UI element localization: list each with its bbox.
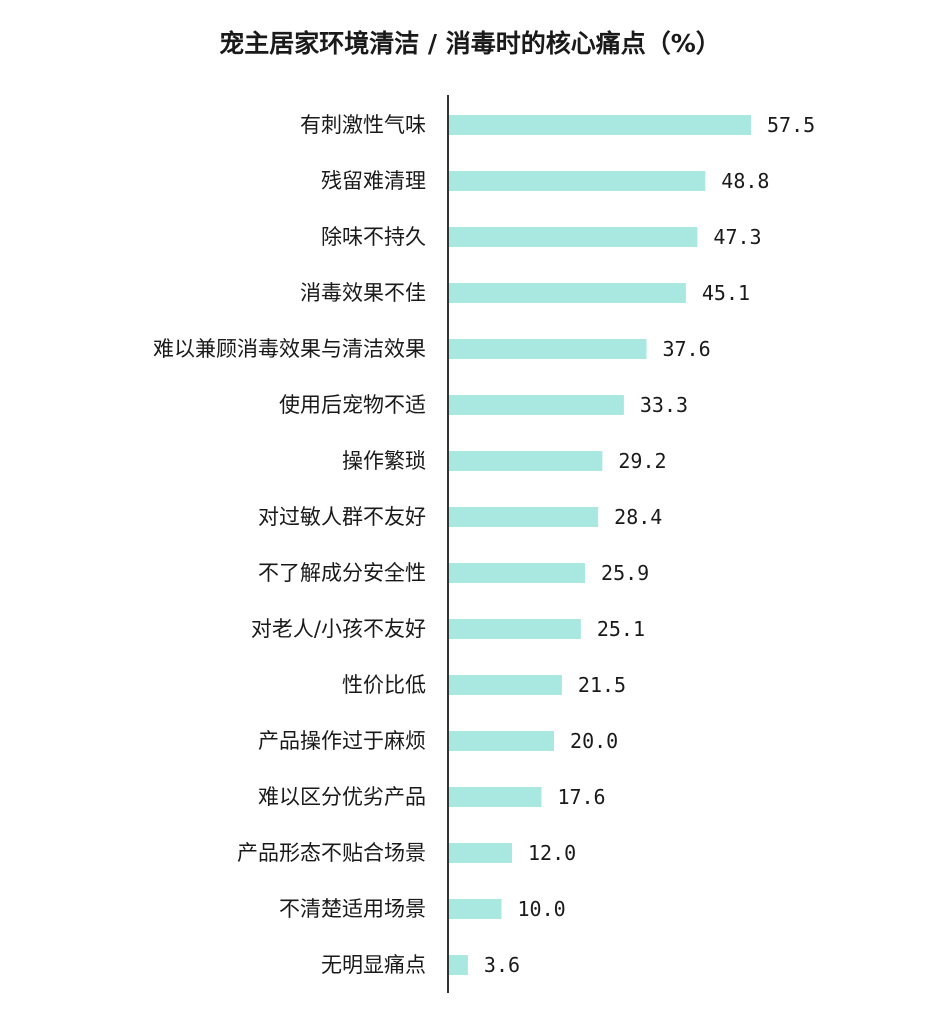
value-label: 28.4 bbox=[614, 505, 662, 529]
category-label: 产品形态不贴合场景 bbox=[237, 841, 426, 865]
bar bbox=[449, 339, 647, 359]
value-label: 37.6 bbox=[662, 337, 710, 361]
category-label: 除味不持久 bbox=[321, 225, 426, 249]
category-label: 使用后宠物不适 bbox=[279, 393, 426, 417]
bar bbox=[449, 619, 581, 639]
chart-title: 宠主居家环境清洁 / 消毒时的核心痛点（%） bbox=[219, 29, 721, 58]
bar bbox=[449, 731, 555, 751]
category-label: 不清楚适用场景 bbox=[279, 897, 426, 921]
value-label: 21.5 bbox=[578, 673, 626, 697]
bar bbox=[449, 507, 599, 527]
bar bbox=[449, 675, 562, 695]
bar bbox=[449, 115, 751, 135]
bar bbox=[449, 843, 513, 863]
category-label: 产品操作过于麻烦 bbox=[258, 729, 426, 753]
category-label: 性价比低 bbox=[342, 673, 426, 697]
value-label: 48.8 bbox=[721, 169, 769, 193]
bar bbox=[449, 955, 468, 975]
value-label: 3.6 bbox=[484, 953, 520, 977]
value-label: 47.3 bbox=[713, 225, 761, 249]
category-label: 对过敏人群不友好 bbox=[258, 505, 426, 529]
value-label: 33.3 bbox=[640, 393, 688, 417]
category-label: 难以兼顾消毒效果与清洁效果 bbox=[153, 337, 426, 361]
value-label: 29.2 bbox=[618, 449, 666, 473]
category-label: 不了解成分安全性 bbox=[258, 561, 426, 585]
value-label: 57.5 bbox=[767, 113, 815, 137]
value-label: 25.1 bbox=[597, 617, 645, 641]
value-label: 45.1 bbox=[702, 281, 750, 305]
category-label: 有刺激性气味 bbox=[300, 113, 426, 137]
bar bbox=[449, 227, 698, 247]
bar bbox=[449, 563, 586, 583]
category-label: 残留难清理 bbox=[321, 169, 426, 193]
category-label: 对老人/小孩不友好 bbox=[251, 617, 426, 641]
bar bbox=[449, 395, 624, 415]
bars-layer: 有刺激性气味 57.5 残留难清理 48.8 除味不持久 47.3 消毒效果不佳 45.1 难以… bbox=[153, 113, 815, 977]
value-label: 17.6 bbox=[557, 785, 605, 809]
value-label: 20.0 bbox=[570, 729, 618, 753]
value-label: 10.0 bbox=[518, 897, 566, 921]
bar bbox=[449, 899, 502, 919]
category-label: 难以区分优劣产品 bbox=[258, 785, 426, 809]
value-label: 12.0 bbox=[528, 841, 576, 865]
category-label: 消毒效果不佳 bbox=[300, 281, 426, 305]
bar bbox=[449, 787, 542, 807]
category-label: 操作繁琐 bbox=[342, 449, 426, 473]
bar bbox=[449, 171, 706, 191]
bar bbox=[449, 451, 603, 471]
category-label: 无明显痛点 bbox=[321, 953, 426, 977]
value-label: 25.9 bbox=[601, 561, 649, 585]
bar bbox=[449, 283, 686, 303]
